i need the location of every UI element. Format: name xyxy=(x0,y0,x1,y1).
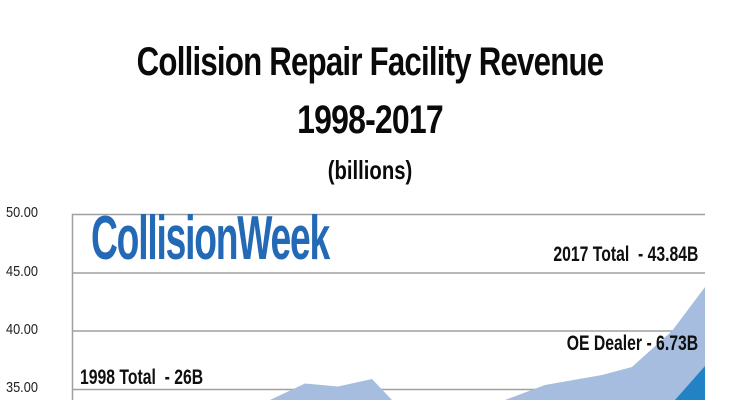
y-tick-35: 35.00 xyxy=(6,379,38,396)
chart-units: (billions) xyxy=(327,155,413,185)
total-area xyxy=(270,379,392,400)
annotation-1998-total: 1998 Total - 26B xyxy=(80,366,204,389)
total-area-right xyxy=(505,287,705,400)
annotation-oe-dealer: OE Dealer - 6.73B xyxy=(566,332,698,355)
collisionweek-logo: CollisionWeek xyxy=(91,204,330,273)
y-tick-40: 40.00 xyxy=(6,321,38,338)
chart-title: Collision Repair Facility Revenue xyxy=(136,40,604,84)
chart-year-range: 1998-2017 xyxy=(297,98,444,142)
y-tick-50: 50.00 xyxy=(6,204,38,221)
y-tick-45: 45.00 xyxy=(6,263,38,280)
annotation-2017-total: 2017 Total - 43.84B xyxy=(552,243,698,266)
oe-dealer-area xyxy=(675,366,705,400)
